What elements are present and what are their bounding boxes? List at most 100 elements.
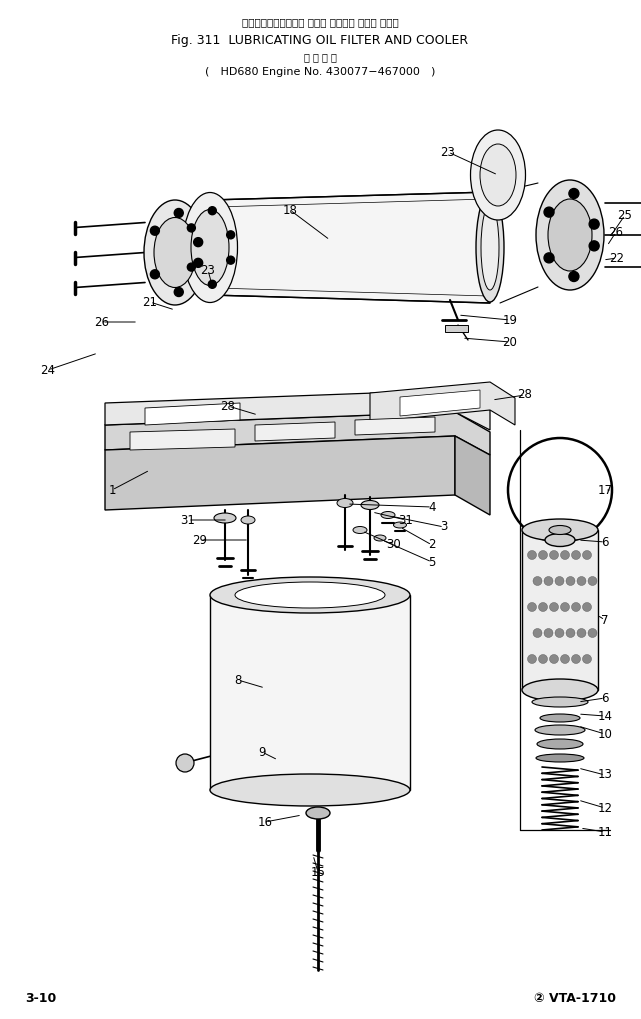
Ellipse shape <box>532 697 588 707</box>
Text: 24: 24 <box>40 364 56 376</box>
Text: 31: 31 <box>399 514 413 527</box>
Circle shape <box>589 240 599 251</box>
Circle shape <box>227 256 235 264</box>
Text: 18: 18 <box>283 204 297 216</box>
Circle shape <box>560 654 569 663</box>
Text: ルーブリケーティング オイル フィルタ および クーラ: ルーブリケーティング オイル フィルタ および クーラ <box>242 17 398 26</box>
Circle shape <box>566 577 575 586</box>
Polygon shape <box>105 436 455 510</box>
Text: 20: 20 <box>503 335 517 348</box>
Text: 14: 14 <box>597 709 613 722</box>
Polygon shape <box>400 390 480 416</box>
Ellipse shape <box>144 200 206 305</box>
Ellipse shape <box>183 193 238 303</box>
Polygon shape <box>370 382 515 425</box>
Text: 7: 7 <box>601 613 609 627</box>
Ellipse shape <box>214 513 236 523</box>
Text: 26: 26 <box>94 316 110 328</box>
Text: 28: 28 <box>517 388 533 401</box>
Circle shape <box>560 602 569 611</box>
Text: 21: 21 <box>142 296 158 309</box>
Text: ② VTA-1710: ② VTA-1710 <box>534 991 616 1005</box>
Circle shape <box>589 219 599 229</box>
Ellipse shape <box>545 534 575 546</box>
Circle shape <box>544 577 553 586</box>
Circle shape <box>549 602 558 611</box>
Text: 19: 19 <box>503 314 517 326</box>
Polygon shape <box>355 417 435 435</box>
Text: 12: 12 <box>597 802 613 814</box>
Circle shape <box>208 280 216 288</box>
Ellipse shape <box>548 199 592 271</box>
Ellipse shape <box>549 526 571 535</box>
Text: 28: 28 <box>221 399 235 413</box>
Text: 17: 17 <box>597 483 613 496</box>
Circle shape <box>528 602 537 611</box>
Circle shape <box>544 207 554 217</box>
Polygon shape <box>255 422 335 441</box>
Circle shape <box>555 629 564 638</box>
Ellipse shape <box>191 210 229 285</box>
Circle shape <box>538 654 547 663</box>
Text: 26: 26 <box>608 225 624 238</box>
Text: 23: 23 <box>440 146 456 159</box>
Text: 13: 13 <box>597 768 612 782</box>
Text: 3: 3 <box>440 521 447 534</box>
Text: 30: 30 <box>387 538 401 551</box>
Ellipse shape <box>241 516 255 524</box>
Circle shape <box>566 629 575 638</box>
Text: 3-10: 3-10 <box>25 991 56 1005</box>
Text: 29: 29 <box>192 534 208 546</box>
Text: 31: 31 <box>181 514 196 527</box>
Polygon shape <box>445 325 468 332</box>
Ellipse shape <box>480 144 516 206</box>
Text: 1: 1 <box>108 483 116 496</box>
Text: Fig. 311  LUBRICATING OIL FILTER AND COOLER: Fig. 311 LUBRICATING OIL FILTER AND COOL… <box>171 34 469 47</box>
Polygon shape <box>210 192 490 303</box>
Ellipse shape <box>210 577 410 613</box>
Ellipse shape <box>394 522 406 528</box>
Polygon shape <box>455 436 490 515</box>
Text: 2: 2 <box>428 538 436 551</box>
Ellipse shape <box>540 714 580 722</box>
Polygon shape <box>145 403 240 425</box>
Text: 16: 16 <box>258 815 272 828</box>
Circle shape <box>544 253 554 263</box>
Circle shape <box>572 550 581 559</box>
Circle shape <box>549 550 558 559</box>
Ellipse shape <box>537 739 583 749</box>
Circle shape <box>538 602 547 611</box>
Circle shape <box>583 654 592 663</box>
Circle shape <box>555 577 564 586</box>
Text: 15: 15 <box>310 865 326 878</box>
Circle shape <box>208 207 216 215</box>
Ellipse shape <box>522 679 598 701</box>
Polygon shape <box>210 595 410 790</box>
Circle shape <box>588 577 597 586</box>
Circle shape <box>572 602 581 611</box>
Text: 適 用 号 機: 適 用 号 機 <box>304 52 337 62</box>
Circle shape <box>227 231 235 238</box>
Circle shape <box>577 629 586 638</box>
Circle shape <box>569 271 579 281</box>
Text: 6: 6 <box>601 536 609 548</box>
Text: 22: 22 <box>610 252 624 265</box>
Circle shape <box>549 654 558 663</box>
Text: 10: 10 <box>597 728 612 741</box>
Circle shape <box>174 209 183 217</box>
Ellipse shape <box>470 130 526 220</box>
Text: 5: 5 <box>428 555 436 569</box>
Text: 4: 4 <box>428 500 436 514</box>
Circle shape <box>544 629 553 638</box>
Ellipse shape <box>381 512 395 519</box>
Ellipse shape <box>476 193 504 302</box>
Text: 8: 8 <box>235 674 242 687</box>
Ellipse shape <box>210 774 410 806</box>
Circle shape <box>187 263 196 271</box>
Text: 6: 6 <box>601 692 609 704</box>
Circle shape <box>583 602 592 611</box>
Ellipse shape <box>353 527 367 534</box>
Ellipse shape <box>481 205 499 290</box>
Circle shape <box>176 754 194 772</box>
Text: 23: 23 <box>201 264 215 276</box>
